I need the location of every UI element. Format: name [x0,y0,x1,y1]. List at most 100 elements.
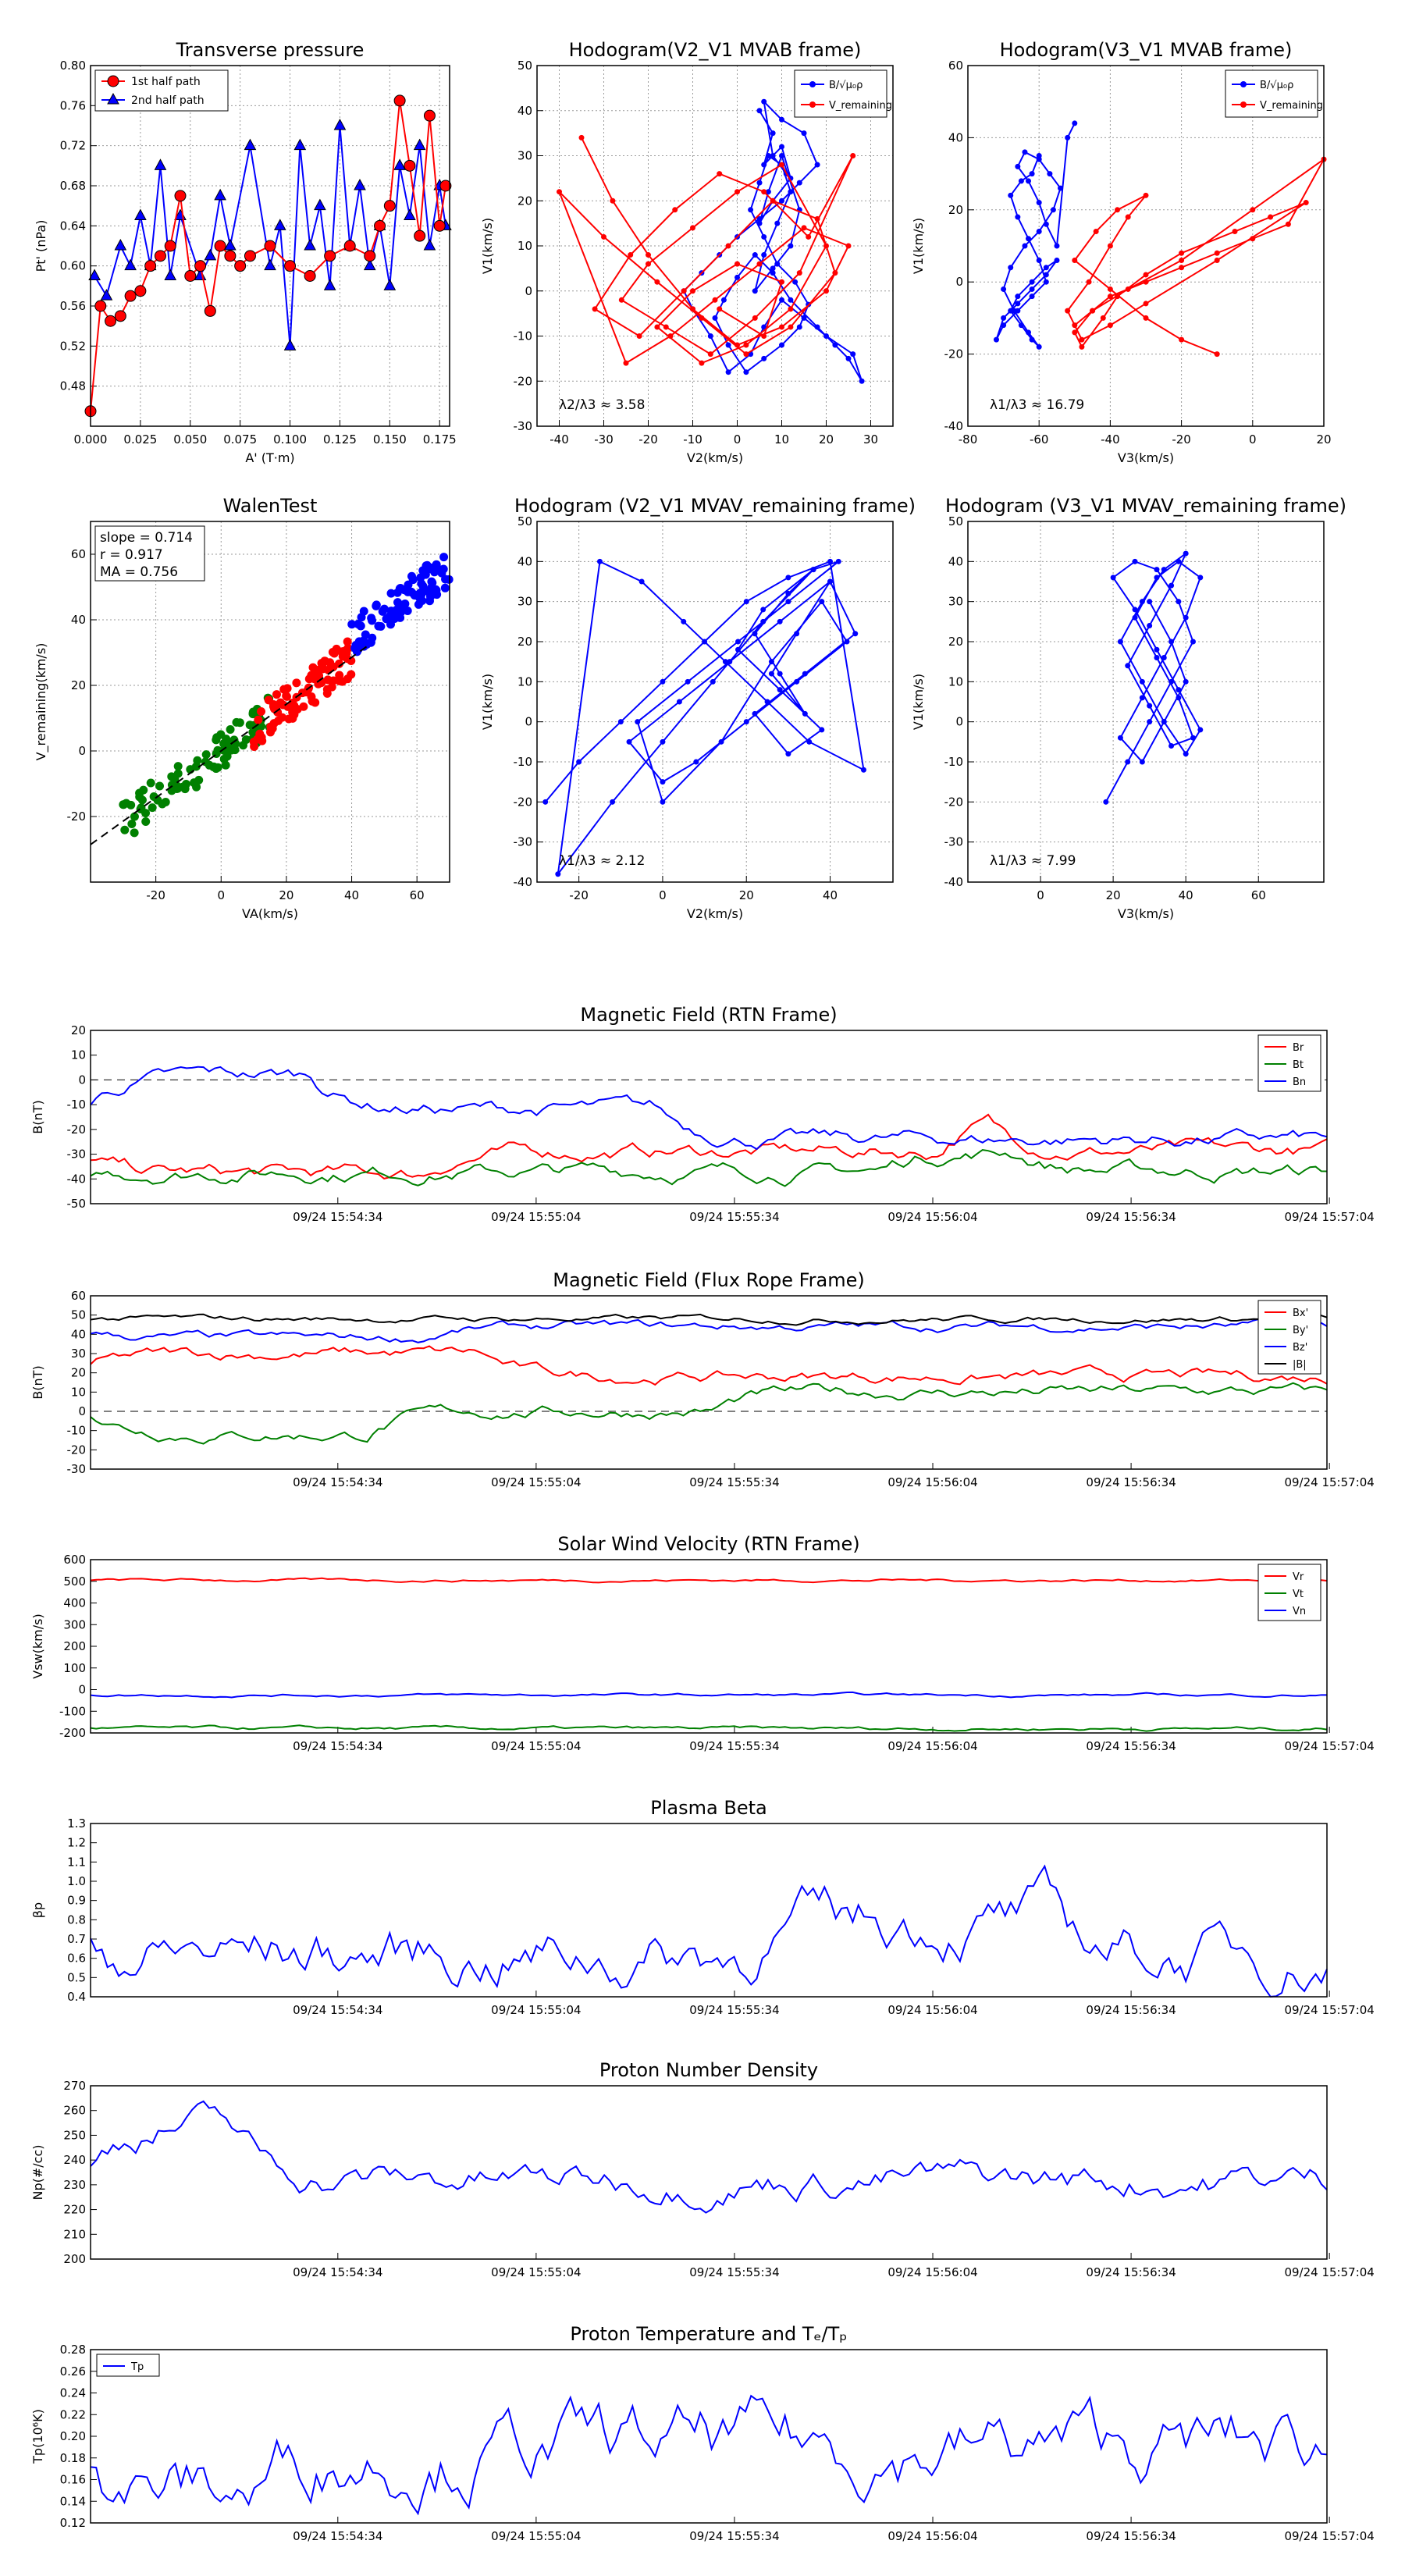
hv31r-xtick-label: 0 [1037,888,1044,902]
hv31r-series-0-point [1168,742,1175,749]
bfr-ytick-label: -10 [67,1424,87,1438]
hv31r-series-0-point [1125,759,1131,765]
beta-xtick-label: 09/24 15:56:34 [1086,2003,1176,2017]
np-ytick-label: 230 [63,2178,86,2192]
hv21-series-1-point [712,297,718,303]
hv31r-series-0-point [1117,639,1123,645]
vsw-ytick-label: -100 [59,1704,86,1718]
hv21r-ytick-label: 40 [518,554,532,568]
hv31-series-1-point [1250,236,1256,242]
hv21-ytick-label: 10 [518,239,532,253]
vsw-xtick-label: 09/24 15:57:04 [1284,1739,1374,1753]
vsw-legend-label: Vt [1293,1589,1304,1600]
bfr-ytick-label: 20 [71,1366,86,1380]
hv21-series-1-point [654,324,660,330]
hv21r-series-0-point [617,719,624,725]
tp-ytick-label: 0.80 [60,59,86,73]
beta-frame [90,1823,1328,1998]
hv21r-ytick-label: -10 [514,755,533,769]
tp-xtick-label: 0.075 [223,432,257,447]
hv31-xtick-label: -60 [1030,432,1049,447]
hv31-title: Hodogram(V3_V1 MVAB frame) [1000,39,1293,61]
hv31-series-0-point [1029,171,1035,177]
tpt-ytick-label: 0.18 [60,2451,86,2465]
hv21-series-1-point [743,342,749,348]
hv21-series-0-point [752,252,758,258]
tp-frame [90,65,450,427]
hv31r-xlabel: V3(km/s) [1118,906,1174,921]
hv21r-series-0-point [806,738,813,745]
hv31-series-0-point [1043,279,1049,285]
hv31-series-0-point [1029,336,1035,343]
hv21-ytick-label: 30 [518,149,532,163]
hv21r-series-0-point [860,767,866,773]
hv31-series-0-line [995,123,1076,348]
hv21r-series-0-point [702,639,708,645]
bfr-xtick-label: 09/24 15:55:04 [491,1475,581,1489]
hv31-xtick-label: -20 [1172,432,1191,447]
hv21-series-1-point [557,189,562,195]
walen-point [249,737,258,746]
hv21r-series-0-point [576,759,582,765]
hv31-series-1-point [1100,315,1106,321]
hv31-series-0-point [1022,243,1028,249]
walen-fit-line [90,645,369,845]
tp-1st-half-point [224,250,237,262]
walen-stat: r = 0.917 [100,547,163,563]
hv31-series-1-point [1179,336,1185,343]
tp-2nd-half-point [244,138,257,151]
beta-ytick-label: 0.8 [67,1912,86,1927]
walen-xtick-label: -20 [146,888,165,902]
hv21r-series-0-point [660,779,666,785]
hv21r-series-0-point [743,719,749,725]
hv21-series-1-point [788,324,794,330]
beta-ytick-label: 0.9 [67,1894,86,1908]
tp-legend-marker [107,92,119,105]
tp-ytick-label: 0.68 [60,179,86,193]
walen-point [393,604,403,614]
walen-xlabel: VA(km/s) [242,906,298,921]
hv21-series-1-point [690,306,695,312]
hv21-series-0-point [774,220,781,226]
hv21r-series-0-point [735,639,742,645]
walen-point [343,654,352,664]
hv21-series-1-point [654,279,660,285]
walen-point [329,676,338,685]
np-xtick-label: 09/24 15:56:04 [887,2265,977,2279]
vsw-series-1 [90,1724,1328,1732]
hv31r-series-0-point [1176,599,1182,605]
bfr-ytick-label: 60 [71,1289,86,1303]
hv31-series-0-point [1043,272,1049,278]
hv21-series-0-point [788,243,794,249]
hv21-series-0-point [712,315,718,321]
walen-ylabel: V_remaining(km/s) [34,643,49,761]
hv21r-series-0-point [802,710,808,717]
tp-ytick-label: 0.76 [60,98,86,112]
hv21-series-0-point [752,288,758,294]
hv21r-series-0-point [794,678,800,685]
walen-point [444,575,454,584]
walen-point [258,736,267,745]
bmag-ylabel: B(nT) [30,1100,45,1133]
hv31-series-0-point [1072,120,1078,126]
hv31-series-0-point [1015,214,1021,220]
hv21r-xlabel: V2(km/s) [687,906,743,921]
walen-point [254,715,263,724]
bfr-legend-label: By' [1293,1325,1308,1336]
vsw-frame [90,1559,1328,1734]
tpt-ytick-label: 0.16 [60,2473,86,2487]
hv31-series-0-point [1008,192,1014,198]
hv31-series-0-point [1029,279,1035,285]
hv31r-series-0-point [1183,614,1189,621]
hv31-series-0-point [1036,257,1042,263]
bmag-ytick-label: 20 [71,1023,86,1037]
hv21-series-0-point [801,315,807,321]
walen-ytick-label: 40 [71,613,86,627]
tp-xtick-label: 0.150 [373,432,407,447]
bfr-series-1 [90,1382,1328,1445]
np-title: Proton Number Density [599,2059,818,2081]
hv31r-series-0-point [1147,703,1153,709]
walen-point [137,795,147,805]
tp-1st-half-point [374,219,386,232]
